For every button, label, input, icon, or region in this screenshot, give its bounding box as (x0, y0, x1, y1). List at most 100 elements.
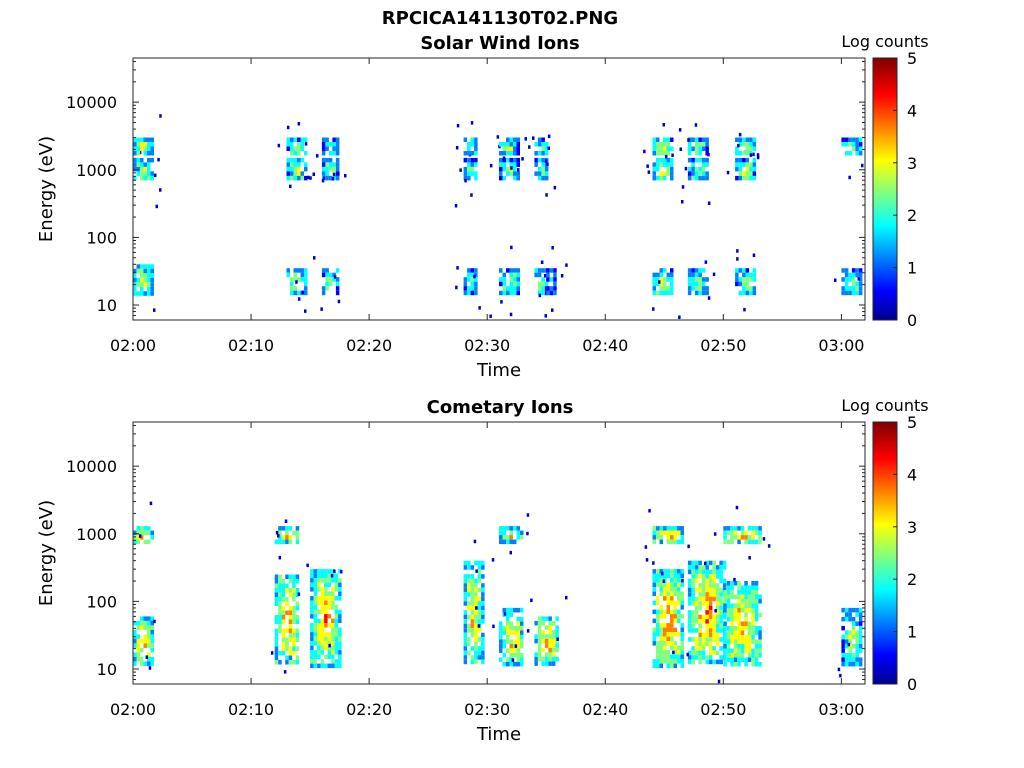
heatmap-cell (691, 596, 695, 602)
heatmap-cell (470, 605, 475, 611)
heatmap-cell (516, 277, 520, 282)
heatmap-cell (546, 162, 549, 167)
heatmap-cell (551, 652, 556, 657)
heatmap-cell (694, 272, 699, 278)
heatmap-cell (656, 290, 660, 296)
heatmap-cell (528, 145, 531, 149)
heatmap-cell (851, 272, 856, 278)
heatmap-cell (670, 641, 674, 646)
heatmap-cell (744, 648, 748, 653)
heatmap-cell (735, 175, 739, 181)
heatmap-cell (509, 290, 513, 296)
heatmap-cell (666, 659, 670, 664)
heatmap-cell (673, 535, 677, 540)
heatmap-cell (502, 625, 506, 631)
heatmap-cell (295, 601, 300, 606)
heatmap-cell (740, 603, 745, 608)
heatmap-cell (656, 582, 660, 588)
heatmap-cell (698, 646, 702, 651)
heatmap-cell (670, 636, 674, 642)
heatmap-cell (320, 627, 325, 633)
heatmap-cell (463, 623, 468, 629)
heatmap-cell (470, 166, 475, 172)
heatmap-cell (549, 290, 554, 296)
heatmap-cell (143, 638, 147, 644)
heatmap-cell (851, 616, 856, 622)
heatmap-cell (844, 142, 849, 147)
heatmap-cell (677, 659, 681, 664)
heatmap-cell (150, 616, 154, 621)
heatmap-cell (143, 146, 147, 151)
heatmap-cell (742, 272, 746, 278)
heatmap-cell (687, 544, 690, 549)
heatmap-cell (288, 526, 293, 531)
heatmap-cell (509, 621, 513, 626)
heatmap-cell (708, 623, 713, 629)
heatmap-cell (140, 137, 144, 142)
heatmap-cell (694, 605, 699, 611)
heatmap-cell (293, 286, 297, 291)
heatmap-cell (327, 645, 332, 651)
heatmap-cell (670, 166, 674, 172)
heatmap-cell (666, 569, 670, 574)
heatmap-cell (712, 578, 716, 584)
heatmap-cell (143, 273, 147, 278)
heatmap-cell (133, 629, 137, 635)
heatmap-cell (701, 601, 706, 606)
heatmap-cell (150, 264, 154, 269)
heatmap-cell (705, 277, 709, 282)
heatmap-cell (136, 137, 140, 142)
heatmap-cell (509, 171, 513, 176)
heatmap-cell (477, 614, 482, 620)
heatmap-cell (751, 626, 755, 631)
heatmap-cell (297, 122, 301, 126)
heatmap-cell (738, 277, 743, 282)
heatmap-cell (331, 659, 335, 664)
heatmap-cell (747, 630, 752, 635)
heatmap-cell (133, 643, 137, 648)
heatmap-cell (844, 616, 849, 622)
heatmap-cell (275, 530, 279, 535)
heatmap-cell (278, 660, 282, 665)
heatmap-cell (520, 607, 524, 613)
heatmap-cell (133, 151, 137, 156)
heatmap-cell (565, 263, 568, 267)
heatmap-cell (292, 642, 296, 647)
heatmap-cell (737, 539, 741, 545)
heatmap-cell (744, 612, 748, 617)
heatmap-cell (848, 661, 852, 667)
heatmap-cell (300, 268, 304, 273)
heatmap-cell (516, 616, 520, 622)
heatmap-cell (687, 592, 692, 597)
heatmap-cell (143, 634, 147, 639)
heatmap-cell (673, 587, 677, 592)
heatmap-cell (281, 651, 286, 656)
heatmap-cell (474, 162, 478, 167)
heatmap-cell (553, 281, 557, 287)
heatmap-cell (687, 583, 692, 588)
heatmap-cell (286, 268, 290, 273)
heatmap-cell (467, 605, 471, 611)
heatmap-cell (477, 605, 482, 611)
heatmap-cell (548, 620, 552, 626)
heatmap-cell (537, 620, 542, 626)
heatmap-cell (300, 277, 304, 282)
heatmap-cell (288, 633, 293, 638)
heatmap-cell (848, 151, 852, 156)
heatmap-cell (499, 530, 503, 536)
heatmap-cell (752, 142, 757, 147)
heatmap-cell (652, 636, 656, 642)
heatmap-cell (513, 162, 517, 167)
heatmap-cell (715, 619, 720, 624)
heatmap-cell (327, 569, 332, 574)
heatmap-cell (481, 610, 485, 615)
heatmap-cell (747, 535, 752, 540)
heatmap-cell (517, 168, 520, 172)
heatmap-cell (463, 659, 468, 665)
heatmap-cell (855, 272, 859, 278)
heatmap-cell (663, 151, 667, 156)
heatmap-cell (691, 614, 695, 620)
heatmap-cell (534, 142, 538, 147)
heatmap-cell (858, 151, 863, 156)
heatmap-cell (297, 290, 301, 296)
